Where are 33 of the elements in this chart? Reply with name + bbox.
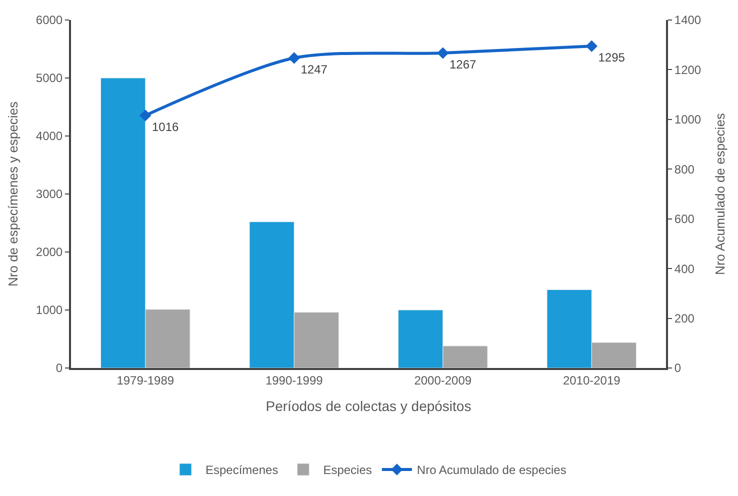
point xyxy=(437,47,449,59)
y2-tick-label: 1400 xyxy=(674,13,702,28)
y2-tick-label: 1000 xyxy=(674,112,702,127)
y2-tick-label: 800 xyxy=(674,162,695,176)
y2-tick-label: 400 xyxy=(674,262,695,276)
y-tick-label: 4000 xyxy=(36,129,63,144)
x-axis-title: Períodos de colectas y depósitos xyxy=(266,398,472,414)
y-tick-label: 5000 xyxy=(36,71,63,86)
y-tick-label: 2000 xyxy=(36,245,63,260)
y-tick-label: 6000 xyxy=(36,13,63,28)
legend-label: Especies xyxy=(323,463,372,478)
x-tick-label: 1979-1989 xyxy=(116,373,174,388)
point xyxy=(288,52,300,64)
x-tick-label: 2000-2009 xyxy=(414,373,472,388)
legend-label: Nro Acumulado de especies xyxy=(416,463,566,478)
data-label: 1016 xyxy=(152,120,180,134)
data-label: 1295 xyxy=(598,50,626,65)
y-axis-title: Nro de especímenes y especies xyxy=(5,101,20,286)
x-tick-label: 2010-2019 xyxy=(562,373,621,388)
legend-label: Especímenes xyxy=(206,463,278,478)
y2-tick-label: 1200 xyxy=(674,62,702,77)
data-label: 1267 xyxy=(450,58,477,72)
point xyxy=(140,110,152,122)
y-tick-label: 3000 xyxy=(36,187,63,202)
y2-tick-label: 600 xyxy=(674,212,695,226)
y-tick-label: 1000 xyxy=(36,303,63,318)
y2-axis-title: Nro Acumulado de especies xyxy=(712,112,728,275)
point xyxy=(586,40,598,52)
x-tick-label: 1990-1999 xyxy=(265,373,324,388)
y2-tick-label: 0 xyxy=(674,361,682,376)
y2-tick-label: 200 xyxy=(674,311,695,326)
data-label: 1247 xyxy=(300,62,328,77)
y-tick-label: 0 xyxy=(56,361,63,376)
